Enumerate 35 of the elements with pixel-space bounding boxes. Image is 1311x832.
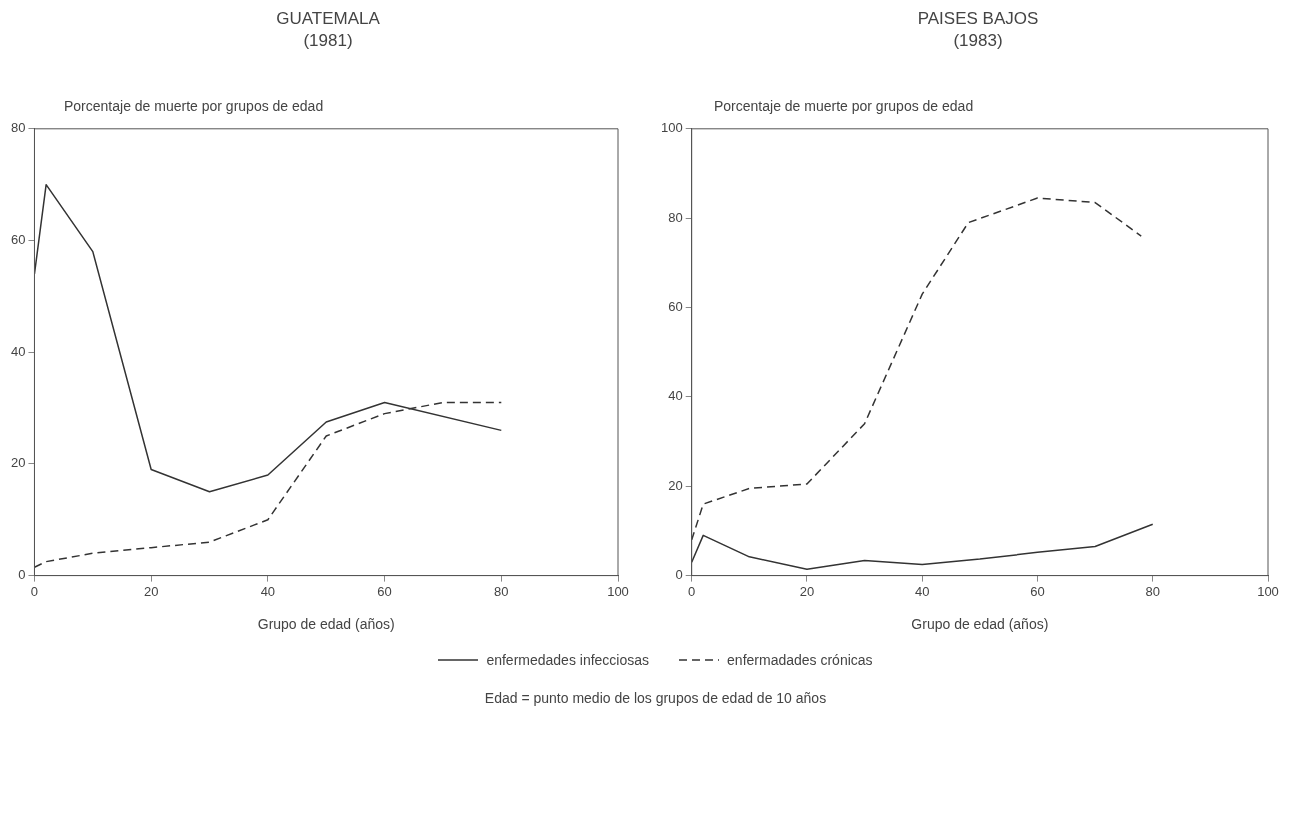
y-axis-title: Porcentaje de muerte por grupos de edad <box>713 98 975 116</box>
y-tick-label: 20 <box>668 477 683 493</box>
y-tick-label: 80 <box>10 120 26 136</box>
x-tick-label: 40 <box>914 583 930 599</box>
y-axis-title: Porcentaje de muerte por grupos de edad <box>63 98 325 116</box>
y-tick-label: 0 <box>18 567 26 583</box>
x-tick-label: 80 <box>494 583 509 599</box>
y-tick-label: 40 <box>10 343 26 359</box>
x-tick-label: 80 <box>1145 583 1160 599</box>
y-tick-label: 40 <box>668 388 683 404</box>
x-axis-title: Grupo de edad (años) <box>911 616 1049 633</box>
x-tick-label: 0 <box>30 583 39 599</box>
text: Edad = punto medio de los grupos de edad de 10 años <box>483 690 828 706</box>
chart-title: PAISES BAJOS <box>916 8 1040 30</box>
x-tick-label: 0 <box>688 583 696 599</box>
x-tick-label: 60 <box>1030 583 1045 599</box>
x-tick-label: 40 <box>260 583 276 599</box>
x-tick-label: 20 <box>799 583 815 599</box>
legend-label: enfermedades infecciosas <box>486 652 650 668</box>
y-tick-label: 20 <box>10 455 26 471</box>
line-series <box>691 197 1142 541</box>
x-axis-title: Grupo de edad (años) <box>257 616 395 633</box>
y-tick-label: 0 <box>675 567 683 583</box>
y-tick-label: 100 <box>660 120 683 136</box>
chart-title: GUATEMALA <box>275 8 381 30</box>
chart-subtitle: (1981) <box>302 30 354 52</box>
x-tick-label: 100 <box>607 583 629 599</box>
y-tick-label: 60 <box>10 232 26 248</box>
legend-label: enfermadades crónicas <box>727 652 873 668</box>
chart-subtitle: (1983) <box>952 30 1004 52</box>
y-tick-label: 60 <box>668 299 683 315</box>
x-tick-label: 60 <box>377 583 392 599</box>
x-tick-label: 100 <box>1257 583 1279 599</box>
y-tick-label: 80 <box>668 209 683 225</box>
x-tick-label: 20 <box>143 583 159 599</box>
